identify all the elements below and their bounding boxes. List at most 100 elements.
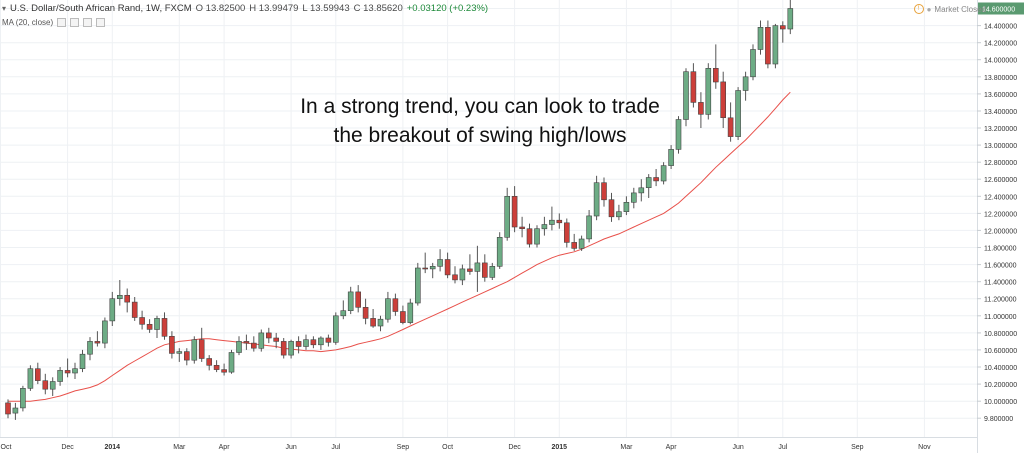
candle-body	[42, 380, 49, 390]
candle	[117, 280, 123, 306]
candle	[683, 68, 689, 127]
x-tick-label: Jul	[778, 444, 787, 451]
candle-body	[407, 302, 414, 323]
candle	[265, 327, 272, 344]
candle	[742, 71, 749, 101]
candle-body	[422, 267, 429, 270]
candle	[586, 210, 592, 243]
candle-body	[757, 26, 764, 50]
candle-body	[452, 274, 458, 281]
candle	[593, 175, 600, 221]
candle-body	[683, 71, 689, 120]
candle	[414, 262, 421, 306]
candle	[437, 249, 443, 272]
candle-body	[563, 222, 570, 243]
y-tick-label: 11.000000	[984, 314, 1017, 321]
y-tick-label: 11.800000	[984, 246, 1017, 253]
candle-body	[534, 228, 540, 245]
x-tick-label: Dec	[508, 444, 521, 451]
candle	[392, 293, 399, 316]
candle-body	[385, 298, 391, 320]
y-tick-label: 13.200000	[984, 126, 1017, 133]
candle	[541, 216, 548, 236]
x-tick-label: Jul	[331, 444, 340, 451]
price-axis[interactable]: 9.800000 10.000000 10.200000 10.400000 10.60…	[977, 2, 1024, 424]
candle	[325, 334, 332, 347]
chart-grid	[0, 0, 977, 437]
candle-body	[444, 259, 451, 276]
candle-body	[102, 320, 108, 344]
x-tick-label: Apr	[666, 444, 678, 451]
time-axis[interactable]: Oct Dec 2014 Mar Apr Jun Jul Sep Oct Dec 2015 Mar Ap…	[1, 444, 932, 451]
candle-body	[221, 369, 227, 373]
eye-icon[interactable]	[57, 18, 67, 27]
candle-body	[392, 298, 399, 312]
candle	[295, 336, 302, 354]
y-tick-label: 12.400000	[984, 194, 1017, 201]
candle-body	[556, 219, 563, 224]
candle-body	[526, 228, 533, 245]
candle-body	[779, 25, 786, 30]
candle	[251, 336, 257, 352]
candle	[511, 186, 518, 233]
candle-body	[191, 339, 198, 361]
candle	[467, 254, 473, 275]
candle-body	[511, 196, 518, 228]
candle	[64, 358, 71, 378]
close-icon[interactable]	[83, 18, 93, 27]
settings-icon[interactable]	[70, 18, 80, 27]
candle	[526, 223, 533, 248]
x-tick-label: Mar	[620, 444, 633, 451]
candle-body	[608, 199, 615, 218]
candle-body	[370, 318, 376, 327]
candle-body	[325, 337, 332, 343]
candle-body	[638, 187, 645, 194]
candle-body	[668, 149, 674, 166]
candle-body	[198, 339, 205, 359]
y-tick-label: 13.400000	[984, 109, 1017, 116]
x-tick-label: Sep	[851, 444, 864, 451]
candle-body	[258, 332, 265, 349]
candle	[750, 44, 756, 81]
candle	[690, 63, 697, 108]
candle	[735, 87, 741, 140]
y-tick-label: 14.000000	[984, 58, 1017, 65]
y-tick-label: 13.000000	[984, 143, 1017, 150]
candle	[660, 162, 667, 185]
more-icon[interactable]	[96, 18, 106, 27]
candle-body	[616, 211, 622, 218]
candle-body	[184, 351, 190, 361]
candle-body	[690, 71, 697, 103]
ohlc-low: L 13.59943	[302, 3, 350, 14]
candle-body	[735, 90, 741, 137]
candle	[601, 177, 607, 207]
candle-body	[228, 352, 235, 373]
candle	[79, 349, 86, 373]
candle	[176, 348, 183, 362]
candle-body	[459, 268, 466, 281]
candle	[94, 331, 101, 347]
chevron-down-icon[interactable]: ▾	[2, 4, 7, 13]
candle	[444, 252, 451, 279]
x-tick-label: Jun	[285, 444, 296, 451]
indicator-label[interactable]: MA (20, close)	[2, 18, 54, 27]
candle	[563, 218, 570, 248]
candle-body	[94, 341, 101, 344]
ohlc-close: C 13.85620	[353, 3, 403, 14]
candle-body	[154, 318, 160, 330]
candle	[213, 360, 220, 373]
candle	[221, 363, 227, 376]
y-tick-label: 10.600000	[984, 348, 1017, 355]
symbol-title[interactable]: U.S. Dollar/South African Rand, 1W, FXCM	[10, 3, 192, 14]
current-price-marker	[978, 2, 1024, 15]
market-status-label: Market Closed	[934, 4, 986, 14]
candle	[452, 266, 458, 284]
x-tick-label: Apr	[219, 444, 231, 451]
candle	[578, 235, 585, 251]
candle	[549, 206, 555, 231]
candle-body	[34, 368, 41, 381]
candle-body	[124, 294, 130, 303]
y-tick-label: 13.600000	[984, 92, 1017, 99]
candle	[184, 348, 190, 366]
